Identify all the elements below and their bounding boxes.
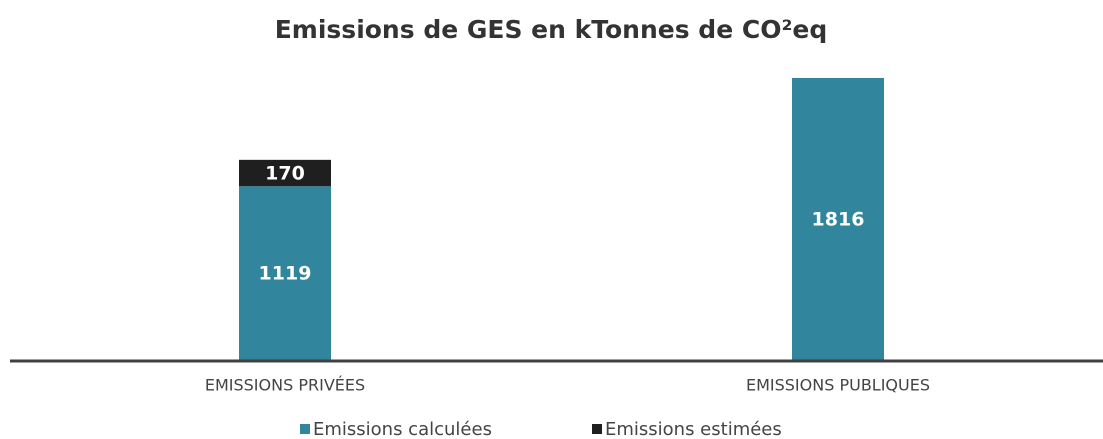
x-tick-label: EMISSIONS PUBLIQUES <box>746 376 930 395</box>
bar-segment <box>792 78 884 360</box>
data-label: 1816 <box>812 209 865 231</box>
bar-segment <box>239 159 331 187</box>
data-label: 1119 <box>259 263 312 285</box>
x-tick-label: EMISSIONS PRIVÉES <box>205 376 365 395</box>
bar-segment <box>239 186 331 360</box>
data-label: 170 <box>265 163 305 185</box>
legend-label: Emissions calculées <box>313 419 492 439</box>
chart-title: Emissions de GES en kTonnes de CO²eq <box>275 15 828 44</box>
legend-label: Emissions estimées <box>605 419 782 439</box>
legend-swatch <box>592 424 602 434</box>
legend-swatch <box>300 424 310 434</box>
